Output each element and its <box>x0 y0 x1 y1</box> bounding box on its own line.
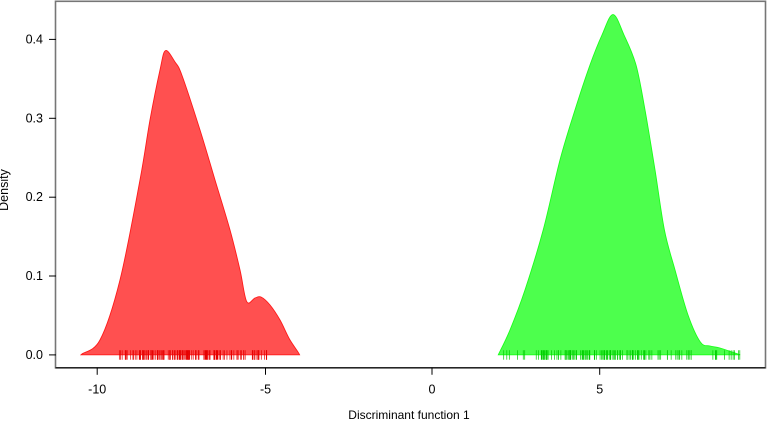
svg-text:Density: Density <box>0 168 11 210</box>
svg-text:0: 0 <box>429 383 436 397</box>
svg-text:0.3: 0.3 <box>26 111 43 125</box>
svg-text:0.0: 0.0 <box>26 348 43 362</box>
svg-text:0.1: 0.1 <box>26 269 43 283</box>
svg-text:Discriminant function 1: Discriminant function 1 <box>348 408 470 422</box>
svg-text:-10: -10 <box>88 383 106 397</box>
svg-text:-5: -5 <box>260 383 271 397</box>
svg-text:5: 5 <box>596 383 603 397</box>
svg-text:0.2: 0.2 <box>26 190 43 204</box>
svg-text:0.4: 0.4 <box>26 32 43 46</box>
